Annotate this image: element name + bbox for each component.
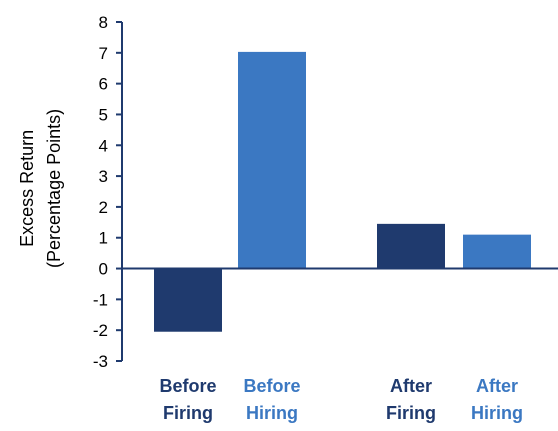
y-tick-label: 0: [99, 260, 108, 279]
bars: [154, 51, 531, 332]
y-tick-label: 3: [99, 167, 108, 186]
y-tick-label: 1: [99, 229, 108, 248]
category-label-after-hiring: After Hiring: [471, 376, 523, 423]
bar-after-firing: [377, 223, 445, 269]
y-axis-ticks: 8 7 6 5 4 3 2 1 0 -1 -2 -3: [93, 13, 122, 371]
y-axis-label: Excess Return (Percentage Points): [17, 109, 64, 268]
bar-before-firing: [154, 268, 222, 332]
y-tick-label: 8: [99, 13, 108, 32]
category-labels: Before Firing Before Hiring After Firing After…: [159, 376, 523, 423]
y-tick-label: 6: [99, 75, 108, 94]
y-tick-label: -2: [93, 321, 108, 340]
y-tick-label: -1: [93, 290, 108, 309]
y-tick-label: 7: [99, 44, 108, 63]
y-axis-label-line-1: Excess Return: [17, 130, 37, 247]
y-tick-label: 4: [99, 136, 108, 155]
bar-before-hiring: [238, 51, 306, 269]
bar-after-hiring: [463, 234, 531, 269]
category-label-before-hiring: Before Hiring: [243, 376, 300, 423]
y-tick-label: -3: [93, 352, 108, 371]
y-axis-label-line-2: (Percentage Points): [44, 109, 64, 268]
axes: [121, 22, 558, 361]
y-tick-label: 5: [99, 105, 108, 124]
category-label-after-firing: After Firing: [386, 376, 436, 423]
y-tick-label: 2: [99, 198, 108, 217]
category-label-before-firing: Before Firing: [159, 376, 216, 423]
